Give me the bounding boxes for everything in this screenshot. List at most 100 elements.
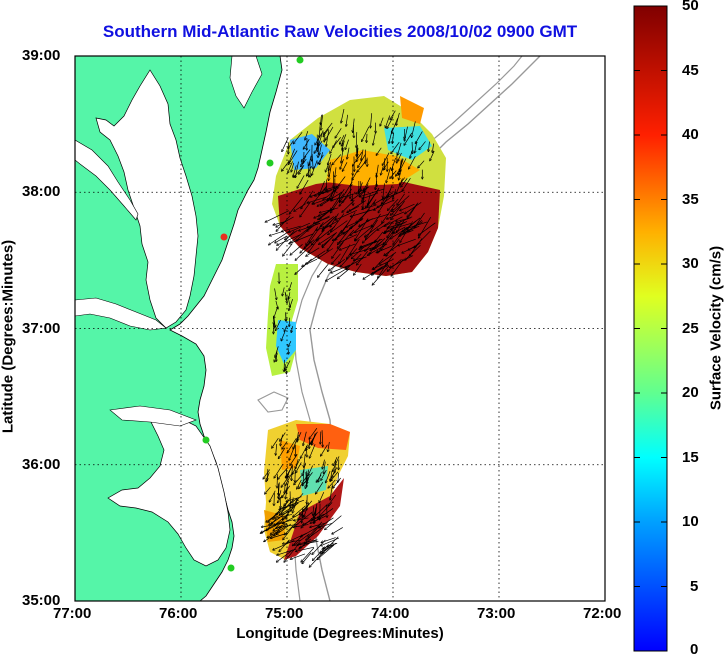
velocity-arrow — [340, 159, 344, 169]
velocity-arrow — [364, 177, 371, 191]
velocity-arrow — [277, 234, 301, 245]
velocity-arrow — [391, 223, 412, 229]
velocity-arrow — [278, 482, 279, 495]
velocity-arrow — [384, 228, 397, 233]
velocity-arrow — [280, 432, 286, 441]
velocity-arrow — [290, 244, 303, 255]
velocity-arrow — [346, 114, 348, 126]
radar-site-marker — [227, 564, 235, 572]
velocity-arrow — [360, 199, 377, 220]
velocity-arrow — [324, 185, 341, 190]
velocity-arrow — [332, 154, 342, 165]
velocity-arrow — [299, 166, 304, 174]
velocity-arrow — [294, 533, 310, 545]
velocity-arrow — [381, 233, 394, 250]
velocity-arrow — [406, 221, 428, 229]
velocity-arrow — [400, 203, 415, 210]
velocity-arrow — [313, 506, 314, 515]
map-title: Southern Mid-Atlantic Raw Velocities 200… — [102, 22, 578, 41]
velocity-arrow — [289, 197, 303, 214]
velocity-arrow — [351, 208, 376, 217]
velocity-arrow — [289, 233, 314, 244]
velocity-arrow — [294, 164, 305, 177]
velocity-arrow — [300, 179, 309, 194]
velocity-arrow — [382, 189, 391, 204]
velocity-arrow — [312, 230, 325, 244]
velocity-arrow — [331, 264, 351, 273]
velocity-arrow — [328, 154, 332, 164]
velocity-arrow — [372, 265, 390, 285]
velocity-arrow — [276, 215, 291, 232]
velocity-arrow — [291, 162, 295, 172]
velocity-arrow — [370, 240, 383, 250]
albemarle-sound — [109, 405, 197, 427]
velocity-arrow — [287, 296, 290, 307]
velocity-arrow — [303, 139, 310, 149]
velocity-arrow — [283, 513, 301, 524]
velocity-arrow — [278, 447, 286, 459]
velocity-arrow — [321, 114, 322, 125]
velocity-arrow — [282, 161, 290, 171]
velocity-arrow — [282, 137, 289, 151]
velocity-arrow — [282, 502, 298, 519]
velocity-arrow — [333, 456, 340, 471]
velocity-arrow — [297, 479, 302, 489]
velocity-arrow — [326, 267, 349, 281]
velocity-arrow — [355, 225, 374, 241]
velocity-arrow — [316, 482, 324, 494]
velocity-arrow — [321, 444, 328, 456]
velocity-arrow — [432, 143, 433, 153]
velocity-arrow — [294, 203, 307, 212]
velocity-arrow — [360, 188, 385, 197]
velocity-arrow — [404, 132, 413, 145]
velocity-arrow — [398, 152, 402, 161]
velocity-arrow — [322, 459, 325, 469]
velocity-arrow — [390, 255, 414, 268]
colorbar-tick-label: 10 — [682, 513, 699, 530]
velocity-arrow — [301, 149, 311, 162]
x-tick-label: 74:00 — [371, 605, 410, 622]
y-tick-label: 39:00 — [22, 47, 61, 64]
velocity-arrow — [288, 347, 289, 354]
velocity-arrow — [318, 208, 335, 216]
velocity-arrow — [393, 189, 397, 199]
velocity-arrow — [324, 122, 333, 134]
velocity-arrow — [302, 513, 303, 522]
velocity-arrow — [323, 216, 336, 228]
velocity-arrow — [396, 178, 403, 194]
velocity-arrow — [320, 216, 334, 227]
radar-site-marker — [220, 233, 228, 241]
velocity-arrow — [310, 190, 325, 197]
y-tick-label: 37:00 — [22, 319, 61, 337]
velocity-arrow — [408, 219, 423, 231]
velocity-arrow — [333, 137, 341, 147]
velocity-arrow — [277, 549, 294, 562]
velocity-arrow — [374, 231, 384, 243]
velocity-arrow — [328, 441, 330, 451]
velocity-arrow — [275, 319, 281, 330]
colorbar-ticks — [634, 5, 667, 652]
velocity-arrow — [317, 226, 336, 241]
velocity-arrow — [306, 247, 320, 256]
velocity-arrow — [318, 248, 334, 258]
velocity-arrow — [285, 230, 298, 239]
velocity-arrow — [339, 244, 351, 264]
velocity-arrow — [319, 492, 325, 502]
velocity-arrow — [307, 166, 312, 176]
velocity-arrow — [365, 239, 377, 251]
velocity-arrow — [387, 211, 405, 219]
velocity-arrow — [360, 240, 378, 247]
velocity-arrow — [325, 515, 342, 530]
velocity-arrow — [372, 264, 389, 274]
velocity-arrow — [313, 197, 330, 204]
velocity-arrow — [293, 505, 306, 517]
velocity-arrow — [302, 155, 307, 164]
velocity-arrow — [285, 471, 293, 485]
velocity-arrow — [384, 216, 403, 227]
velocity-arrow — [318, 517, 334, 528]
velocity-arrow — [326, 470, 331, 482]
y-tick-label: 36:00 — [22, 455, 61, 473]
velocity-arrow — [289, 292, 290, 298]
velocity-arrow — [279, 503, 294, 509]
